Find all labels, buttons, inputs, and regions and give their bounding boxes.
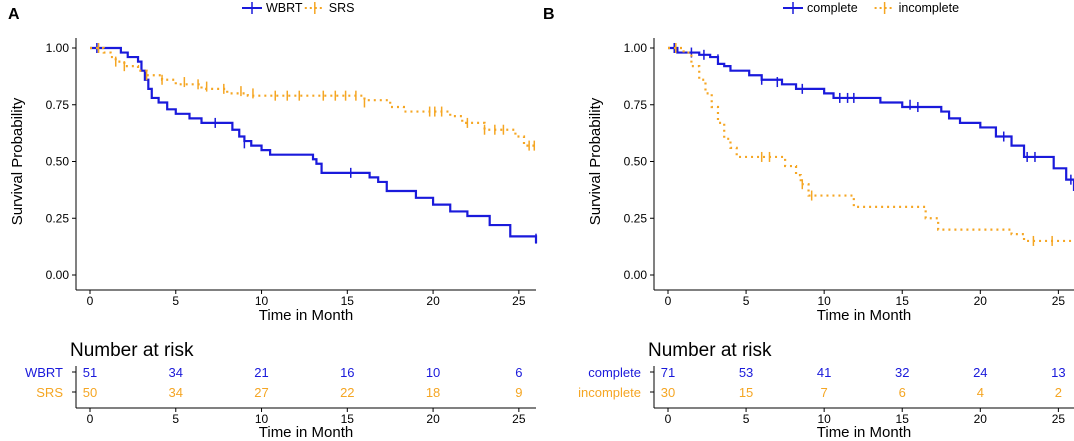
x-tick-label: 25 <box>1052 294 1066 308</box>
panel-letter: B <box>543 6 555 23</box>
risk-count: 32 <box>895 365 909 380</box>
y-axis-title: Survival Probability <box>587 97 604 225</box>
risk-count: 18 <box>426 385 440 400</box>
x-tick-label: 0 <box>87 294 94 308</box>
risk-table-title: Number at risk <box>648 340 772 361</box>
risk-count: 6 <box>899 385 906 400</box>
y-tick-label: 0.50 <box>624 155 648 169</box>
risk-count: 34 <box>169 385 183 400</box>
legend-item-srs: SRS <box>304 1 355 15</box>
risk-x-axis-title: Time in Month <box>817 424 911 441</box>
risk-x-tick-label: 5 <box>743 412 750 426</box>
series-complete <box>668 43 1074 192</box>
risk-x-tick-label: 10 <box>255 412 269 426</box>
risk-count: 27 <box>254 385 268 400</box>
risk-x-tick-label: 20 <box>426 412 440 426</box>
risk-row-label: complete <box>588 365 641 380</box>
legend-label: complete <box>807 1 858 15</box>
x-tick-label: 0 <box>665 294 672 308</box>
y-tick-label: 0.75 <box>46 98 70 112</box>
x-tick-label: 20 <box>426 294 440 308</box>
risk-count: 6 <box>515 365 522 380</box>
panel-letter: A <box>8 6 20 23</box>
risk-count: 15 <box>739 385 753 400</box>
x-tick-label: 25 <box>512 294 526 308</box>
x-tick-label: 10 <box>255 294 269 308</box>
survival-curve <box>90 46 538 244</box>
risk-count: 16 <box>340 365 354 380</box>
legend-label: SRS <box>329 1 355 15</box>
x-axis-title: Time in Month <box>817 307 911 324</box>
risk-count: 21 <box>254 365 268 380</box>
risk-count: 51 <box>83 365 97 380</box>
risk-x-tick-label: 25 <box>512 412 526 426</box>
x-tick-label: 10 <box>817 294 831 308</box>
risk-row-label: incomplete <box>578 385 641 400</box>
x-tick-label: 20 <box>974 294 988 308</box>
y-tick-label: 0.00 <box>624 268 648 282</box>
y-tick-label: 0.00 <box>46 268 70 282</box>
risk-x-tick-label: 20 <box>974 412 988 426</box>
y-tick-label: 1.00 <box>624 41 648 55</box>
risk-row-label: SRS <box>36 385 63 400</box>
risk-count: 7 <box>821 385 828 400</box>
legend-label: incomplete <box>899 1 959 15</box>
x-tick-label: 5 <box>743 294 750 308</box>
y-tick-label: 0.25 <box>46 211 70 225</box>
risk-count: 71 <box>661 365 675 380</box>
risk-count: 2 <box>1055 385 1062 400</box>
risk-x-tick-label: 0 <box>87 412 94 426</box>
risk-x-tick-label: 15 <box>341 412 355 426</box>
risk-count: 30 <box>661 385 675 400</box>
x-axis-title: Time in Month <box>259 307 353 324</box>
series-wbrt <box>90 43 538 244</box>
risk-count: 50 <box>83 385 97 400</box>
risk-count: 34 <box>169 365 183 380</box>
legend-item-complete: complete <box>783 1 858 15</box>
x-tick-label: 15 <box>341 294 355 308</box>
y-axis-title: Survival Probability <box>9 97 26 225</box>
risk-x-tick-label: 25 <box>1052 412 1066 426</box>
risk-count: 10 <box>426 365 440 380</box>
risk-x-tick-label: 5 <box>172 412 179 426</box>
y-tick-label: 0.75 <box>624 98 648 112</box>
risk-x-tick-label: 10 <box>817 412 831 426</box>
risk-count: 9 <box>515 385 522 400</box>
series-incomplete <box>668 43 1074 246</box>
risk-count: 4 <box>977 385 984 400</box>
y-tick-label: 0.25 <box>624 211 648 225</box>
legend-item-wbrt: WBRT <box>242 1 303 15</box>
risk-count: 13 <box>1051 365 1065 380</box>
series-srs <box>90 43 536 151</box>
x-tick-label: 5 <box>172 294 179 308</box>
risk-count: 53 <box>739 365 753 380</box>
risk-row-label: WBRT <box>25 365 63 380</box>
y-tick-label: 0.50 <box>46 155 70 169</box>
risk-count: 41 <box>817 365 831 380</box>
risk-count: 22 <box>340 385 354 400</box>
survival-curve <box>668 46 1074 192</box>
survival-curve <box>90 46 536 147</box>
survival-curve <box>668 46 1074 243</box>
legend-item-incomplete: incomplete <box>874 1 959 15</box>
risk-x-tick-label: 0 <box>665 412 672 426</box>
risk-x-axis-title: Time in Month <box>259 424 353 441</box>
risk-count: 24 <box>973 365 987 380</box>
risk-x-tick-label: 15 <box>896 412 910 426</box>
legend-label: WBRT <box>266 1 303 15</box>
y-tick-label: 1.00 <box>46 41 70 55</box>
x-tick-label: 15 <box>896 294 910 308</box>
risk-table-title: Number at risk <box>70 340 194 361</box>
